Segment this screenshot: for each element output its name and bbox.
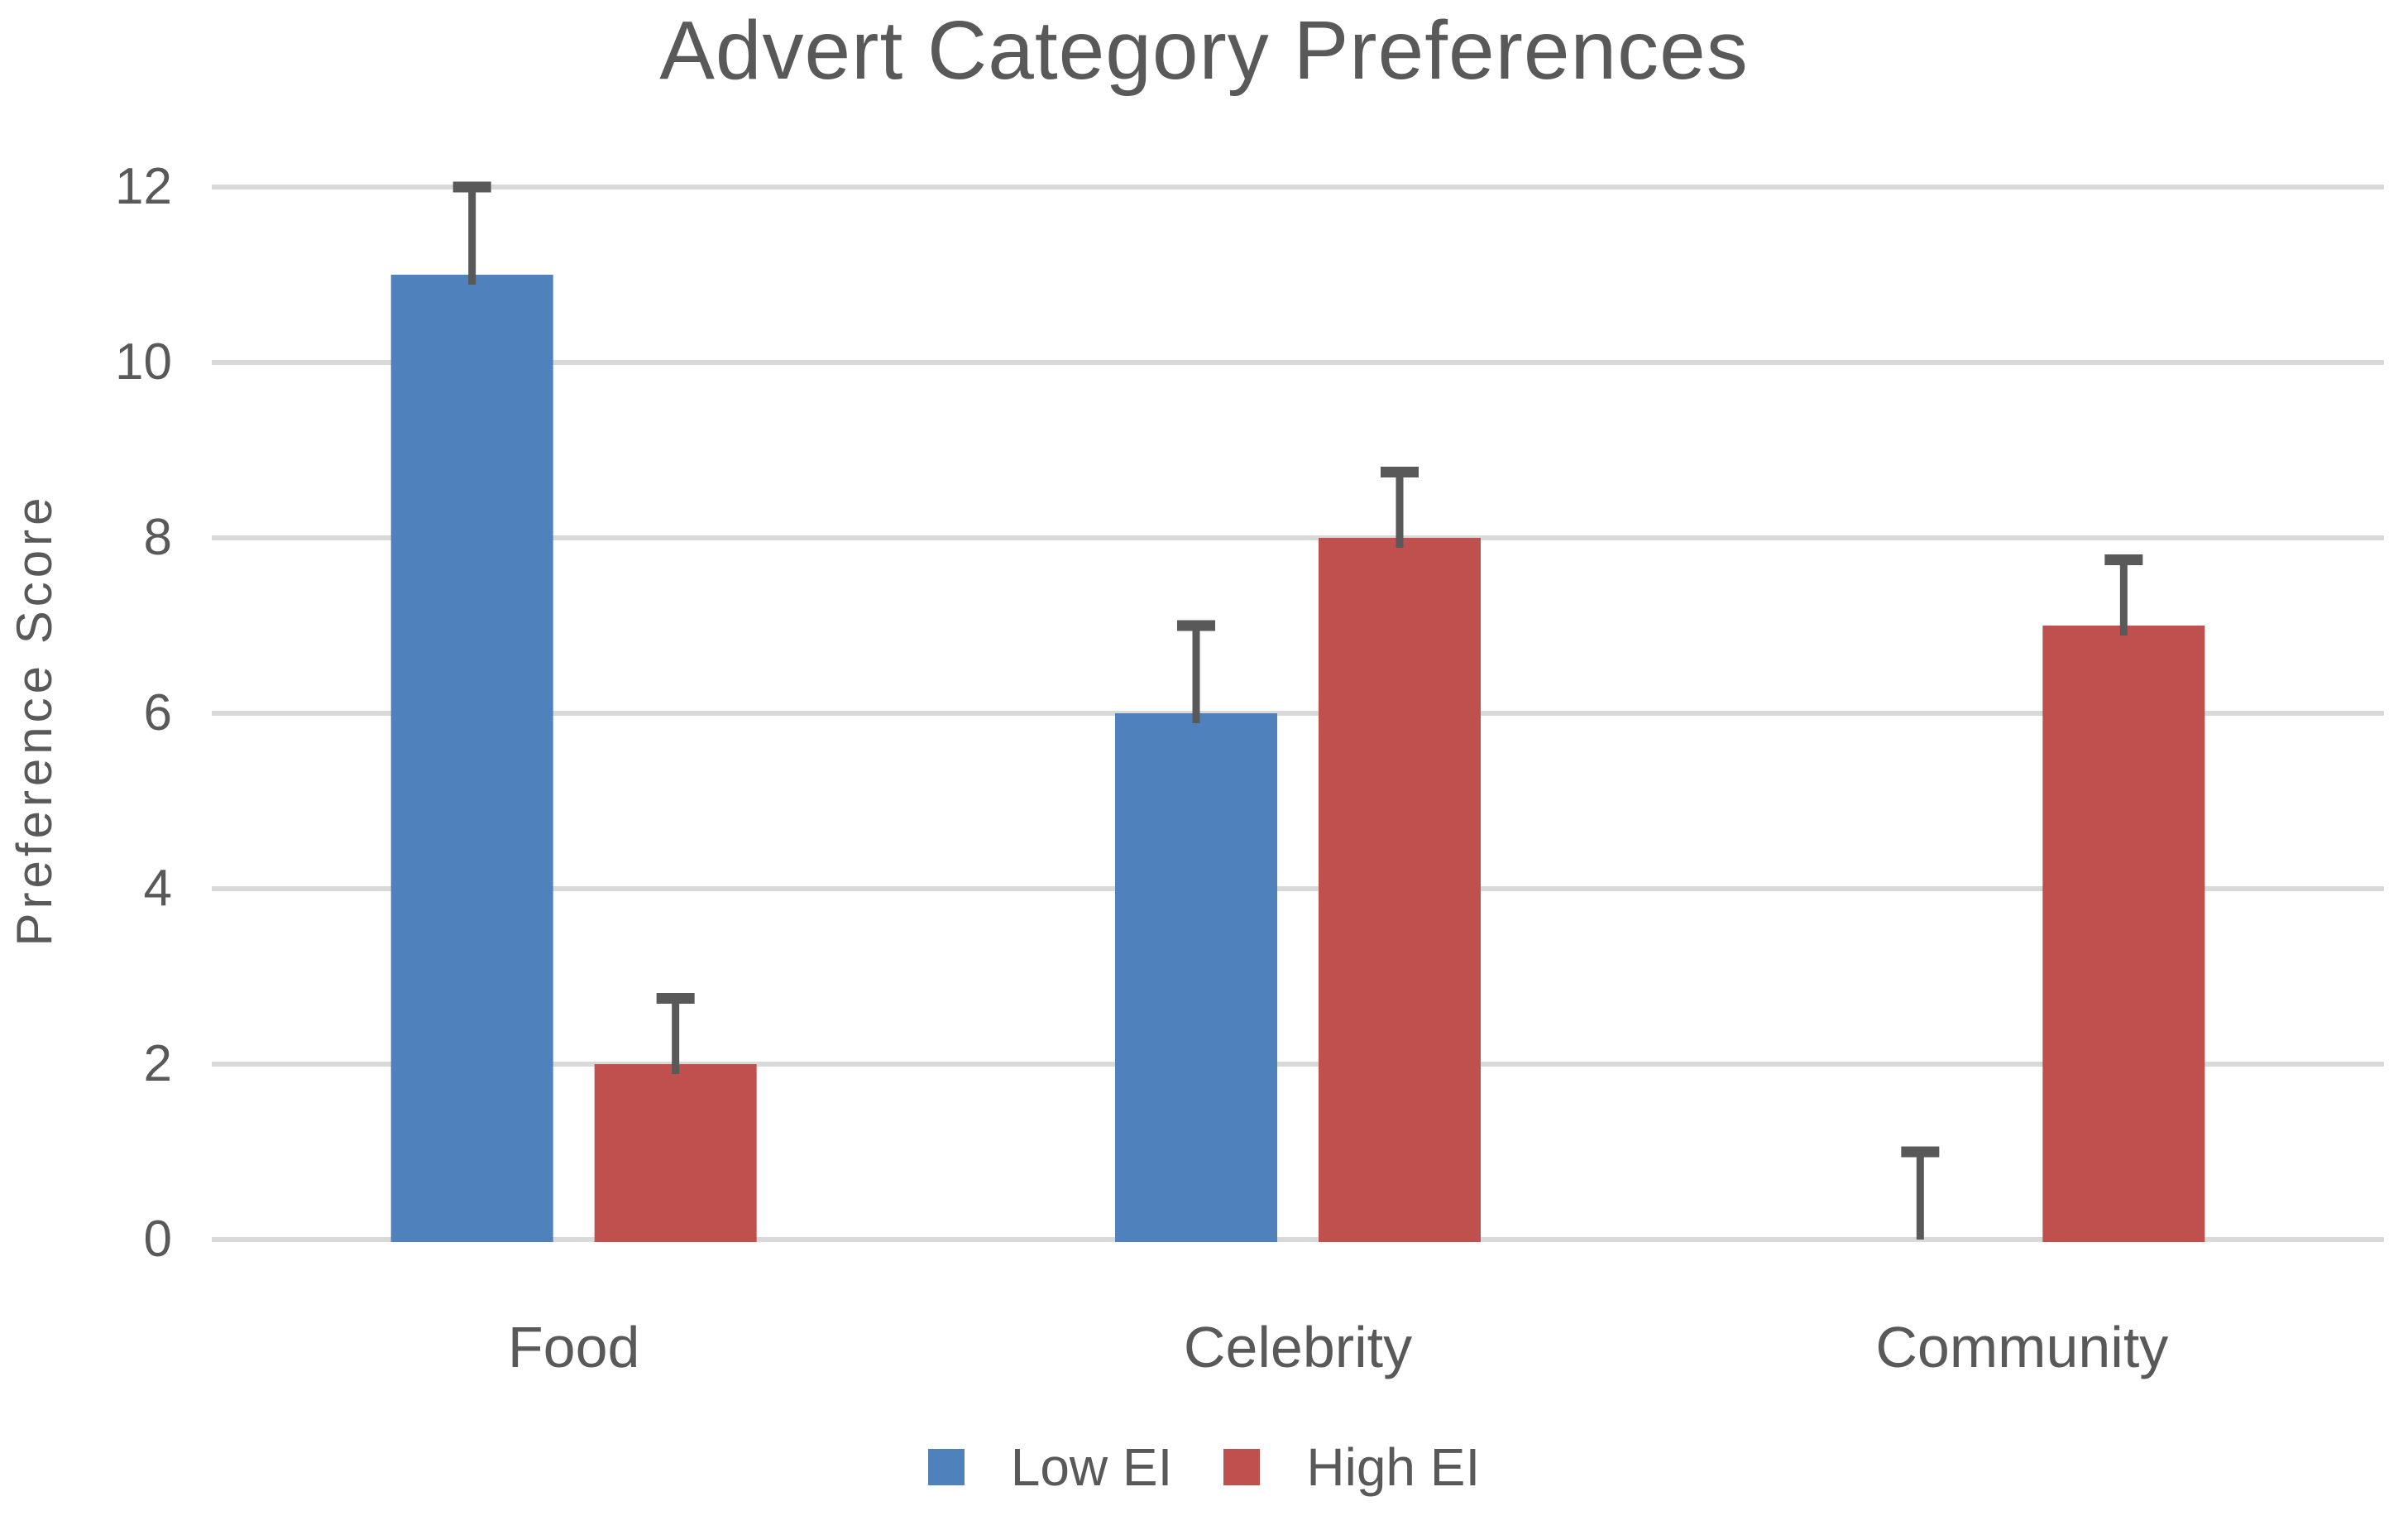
y-tick-label: 4 bbox=[143, 860, 172, 917]
category-label-food: Food bbox=[507, 1315, 640, 1379]
bar-high-ei-food bbox=[594, 1064, 757, 1242]
y-tick-label: 8 bbox=[143, 509, 172, 566]
legend-swatch-low-ei-icon bbox=[927, 1449, 965, 1485]
legend-swatch-high-ei-icon bbox=[1223, 1449, 1261, 1485]
legend-label-high-ei: High EI bbox=[1306, 1437, 1481, 1497]
bar-low-ei-food bbox=[390, 275, 553, 1242]
bar-low-ei-celebrity bbox=[1115, 713, 1277, 1242]
y-tick-label: 2 bbox=[143, 1035, 172, 1092]
legend-item-low-ei: Low EI bbox=[927, 1434, 1173, 1500]
bar-high-ei-community bbox=[2042, 626, 2205, 1242]
y-tick-label: 6 bbox=[143, 684, 172, 741]
legend-item-high-ei: High EI bbox=[1223, 1434, 1480, 1500]
y-tick-label: 0 bbox=[143, 1211, 172, 1268]
y-tick-label: 12 bbox=[115, 158, 172, 215]
legend-label-low-ei: Low EI bbox=[1010, 1437, 1173, 1497]
bar-high-ei-celebrity bbox=[1319, 538, 1481, 1242]
category-label-community: Community bbox=[1875, 1315, 2169, 1379]
chart-title: Advert Category Preferences bbox=[659, 4, 1749, 97]
y-tick-label: 10 bbox=[115, 333, 172, 391]
category-label-celebrity: Celebrity bbox=[1183, 1315, 1413, 1379]
legend: Low EI High EI bbox=[0, 1434, 2408, 1500]
